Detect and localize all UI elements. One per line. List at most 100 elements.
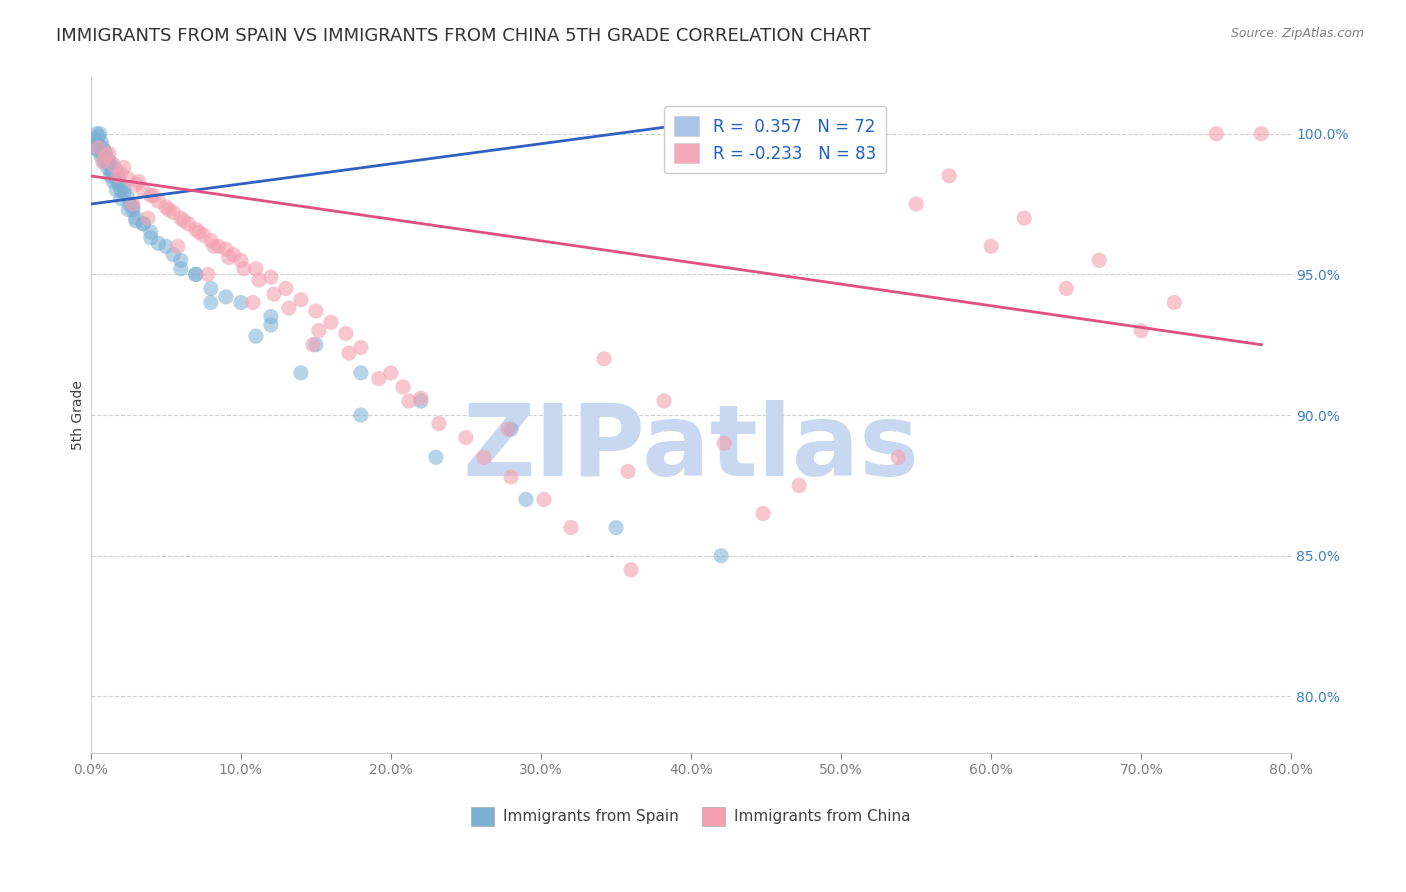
Point — [1012, 211, 1035, 226]
Point — [1054, 281, 1077, 295]
Point — [139, 225, 162, 239]
Point — [98, 154, 121, 169]
Point — [427, 417, 450, 431]
Point — [499, 422, 522, 436]
Point — [350, 366, 373, 380]
Point — [103, 175, 125, 189]
Point — [274, 281, 297, 295]
Point — [125, 211, 148, 226]
Point — [863, 127, 886, 141]
Point — [499, 470, 522, 484]
Point — [112, 180, 135, 194]
Point — [155, 200, 177, 214]
Point — [107, 169, 129, 183]
Point — [170, 261, 193, 276]
Point — [260, 310, 283, 324]
Point — [187, 225, 209, 239]
Point — [472, 450, 495, 465]
Point — [104, 169, 127, 183]
Point — [86, 127, 108, 141]
Point — [681, 127, 703, 141]
Point — [302, 337, 325, 351]
Point — [290, 366, 312, 380]
Point — [193, 227, 215, 242]
Point — [87, 144, 110, 158]
Point — [107, 175, 129, 189]
Point — [184, 268, 207, 282]
Point — [319, 315, 342, 329]
Point — [887, 450, 910, 465]
Point — [308, 324, 330, 338]
Point — [755, 127, 778, 141]
Point — [260, 318, 283, 332]
Point — [94, 152, 117, 166]
Point — [166, 239, 188, 253]
Point — [305, 337, 328, 351]
Point — [97, 158, 120, 172]
Point — [87, 141, 110, 155]
Point — [91, 141, 114, 155]
Point — [97, 158, 120, 172]
Text: IMMIGRANTS FROM SPAIN VS IMMIGRANTS FROM CHINA 5TH GRADE CORRELATION CHART: IMMIGRANTS FROM SPAIN VS IMMIGRANTS FROM… — [56, 27, 870, 45]
Point — [110, 183, 132, 197]
Point — [94, 146, 117, 161]
Point — [110, 191, 132, 205]
Point — [89, 127, 111, 141]
Point — [200, 281, 222, 295]
Point — [200, 234, 222, 248]
Point — [132, 183, 155, 197]
Point — [197, 268, 219, 282]
Point — [155, 239, 177, 253]
Point — [1250, 127, 1272, 141]
Point — [162, 248, 184, 262]
Point — [202, 239, 225, 253]
Point — [121, 200, 143, 214]
Point — [560, 520, 582, 534]
Point — [380, 366, 402, 380]
Point — [125, 214, 148, 228]
Point — [392, 380, 415, 394]
Point — [454, 431, 477, 445]
Point — [350, 408, 373, 422]
Point — [200, 295, 222, 310]
Point — [425, 450, 447, 465]
Point — [593, 351, 616, 366]
Point — [101, 161, 124, 175]
Point — [94, 149, 117, 163]
Point — [90, 149, 112, 163]
Point — [157, 202, 180, 217]
Point — [117, 171, 139, 186]
Point — [787, 478, 810, 492]
Point — [713, 436, 735, 450]
Point — [89, 141, 111, 155]
Point — [117, 202, 139, 217]
Point — [617, 464, 640, 478]
Point — [515, 492, 537, 507]
Point — [245, 329, 267, 343]
Point — [247, 273, 270, 287]
Point — [98, 169, 121, 183]
Point — [222, 248, 245, 262]
Point — [84, 132, 107, 146]
Point — [105, 163, 128, 178]
Point — [90, 135, 112, 149]
Point — [245, 261, 267, 276]
Point — [1130, 324, 1153, 338]
Point — [148, 194, 170, 209]
Point — [409, 394, 432, 409]
Point — [96, 152, 118, 166]
Point — [103, 158, 125, 172]
Point — [93, 154, 115, 169]
Point — [132, 217, 155, 231]
Point — [103, 166, 125, 180]
Point — [105, 183, 128, 197]
Point — [218, 251, 240, 265]
Point — [142, 188, 165, 202]
Point — [277, 301, 299, 315]
Point — [752, 507, 775, 521]
Point — [652, 394, 675, 409]
Point — [184, 268, 207, 282]
Point — [1088, 253, 1111, 268]
Point — [905, 197, 928, 211]
Point — [184, 222, 207, 236]
